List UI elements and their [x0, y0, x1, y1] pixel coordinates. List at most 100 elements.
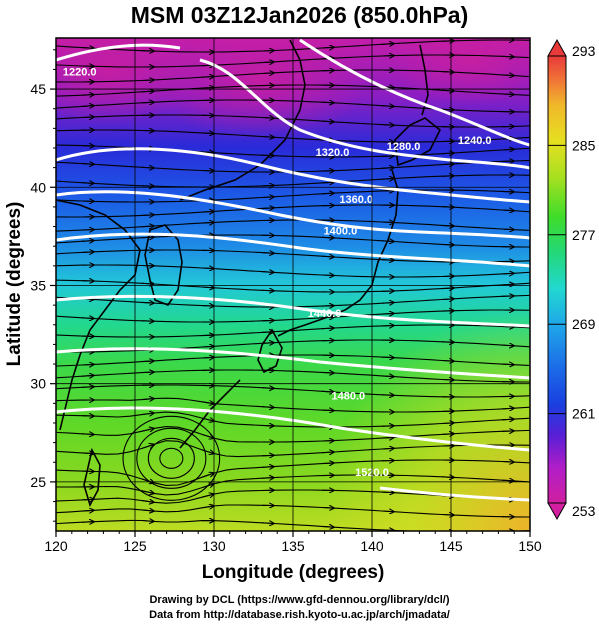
contour-label: 1480.0: [331, 390, 365, 402]
colorbar-scale: [547, 55, 567, 504]
contour-label: 1360.0: [339, 194, 373, 206]
streamline-arrow: [501, 149, 514, 150]
streamline-arrow: [201, 268, 214, 269]
streamline-arrow: [381, 511, 394, 512]
contour-1440: [56, 294, 530, 328]
streamline-arrow: [261, 208, 274, 209]
streamline: [56, 39, 530, 53]
streamline-arrow: [201, 494, 214, 497]
streamline-arrow: [201, 77, 214, 78]
coastline-japan-honshu: [277, 169, 399, 337]
streamline-arrow: [321, 391, 334, 392]
streamline-arrow: [141, 491, 154, 494]
streamline-arrow: [321, 102, 334, 103]
streamline-arrow: [441, 207, 454, 208]
streamline-arrow: [381, 106, 394, 107]
streamline-arrow: [501, 408, 514, 409]
streamline-arrow: [141, 361, 154, 362]
streamline-arrow: [261, 73, 274, 74]
streamline-arrow: [261, 407, 274, 408]
y-tick-label: 40: [30, 179, 46, 195]
streamline-arrow: [201, 222, 214, 223]
streamline-arrow: [81, 453, 94, 454]
streamline: [56, 369, 530, 383]
streamline-arrow: [321, 237, 334, 238]
streamline-arrow: [441, 288, 454, 289]
streamline-arrow: [381, 303, 394, 304]
contour-1560: [379, 486, 530, 502]
streamline: [56, 129, 530, 143]
streamline-arrow: [201, 357, 214, 358]
streamline-arrow: [321, 182, 334, 183]
streamline-arrow: [81, 387, 94, 388]
streamline-arrow: [321, 306, 334, 307]
streamline-arrow: [321, 372, 334, 373]
streamline-arrow: [81, 95, 94, 96]
streamline-arrow: [381, 313, 394, 314]
streamline-arrow: [321, 328, 334, 329]
streamline: [56, 309, 530, 323]
streamline-arrow: [501, 75, 514, 76]
streamline-arrow: [321, 47, 334, 48]
streamline-arrow: [261, 272, 274, 273]
streamline: [56, 354, 530, 367]
streamline: [56, 426, 530, 443]
height-contours: [56, 38, 530, 502]
contour-1480: [56, 347, 530, 380]
streamline: [56, 54, 530, 68]
x-tick-label: 120: [44, 538, 68, 554]
streamline-arrow: [141, 501, 154, 503]
streamline-arrow: [81, 510, 94, 511]
streamline-arrow: [261, 523, 274, 524]
coastline-china: [56, 199, 141, 431]
x-tick-label: 140: [360, 538, 384, 554]
y-axis: 25 30 35 40 45: [30, 49, 56, 522]
streamline-arrow: [381, 492, 394, 493]
streamline-arrow: [441, 90, 454, 91]
streamline-arrow: [441, 244, 454, 245]
streamline-arrow: [381, 260, 394, 261]
streamline-arrow: [261, 51, 274, 52]
streamline: [56, 384, 530, 398]
streamline: [56, 189, 530, 203]
streamline-arrow: [261, 467, 274, 468]
colorbar-tick-label: 285: [572, 137, 596, 153]
streamline-arrow: [501, 419, 514, 420]
streamline-arrow: [261, 155, 274, 156]
streamline-arrow: [141, 302, 154, 303]
streamline: [56, 504, 530, 518]
streamline-arrow: [81, 434, 94, 435]
contour-label: 1280.0: [387, 141, 421, 153]
streamline-arrow: [381, 125, 394, 126]
streamline-arrow: [501, 191, 514, 192]
streamline-arrow: [381, 395, 394, 396]
streamline-arrow: [81, 48, 94, 49]
streamline: [56, 69, 530, 83]
x-tick-label: 145: [439, 538, 463, 554]
streamline: [56, 397, 530, 413]
streamline-arrow: [81, 241, 94, 242]
lat-lon-grid: [56, 38, 530, 531]
contour-label: 1240.0: [458, 135, 492, 147]
coastline-taiwan: [83, 447, 101, 508]
streamline: [56, 440, 530, 458]
map-figure: 1220.0 1280.0 1240.0 1320.0 1360.0 1400.0 1440…: [4, 37, 596, 583]
x-tick-label: 125: [123, 538, 147, 554]
streamline-arrow: [321, 121, 334, 122]
streamline-arrow: [141, 226, 154, 227]
streamline-arrow: [441, 515, 454, 516]
x-axis-label: Longitude (degrees): [202, 562, 385, 583]
streamline-arrow: [261, 197, 274, 198]
streamline-arrow: [81, 230, 94, 231]
streamline-arrow: [441, 153, 454, 154]
streamline-arrow: [441, 299, 454, 300]
contour-label: 1220.0: [63, 66, 97, 78]
streamline-arrow: [501, 364, 514, 365]
colorbar-tick-label: 277: [572, 227, 596, 243]
cyclone-streamline: [147, 437, 195, 479]
streamline: [56, 174, 530, 188]
streamline-arrow: [441, 342, 454, 343]
y-tick-label: 25: [30, 474, 46, 490]
streamline-arrow: [321, 463, 334, 464]
x-axis: 120 125 130 135 140 145 150: [44, 531, 542, 554]
